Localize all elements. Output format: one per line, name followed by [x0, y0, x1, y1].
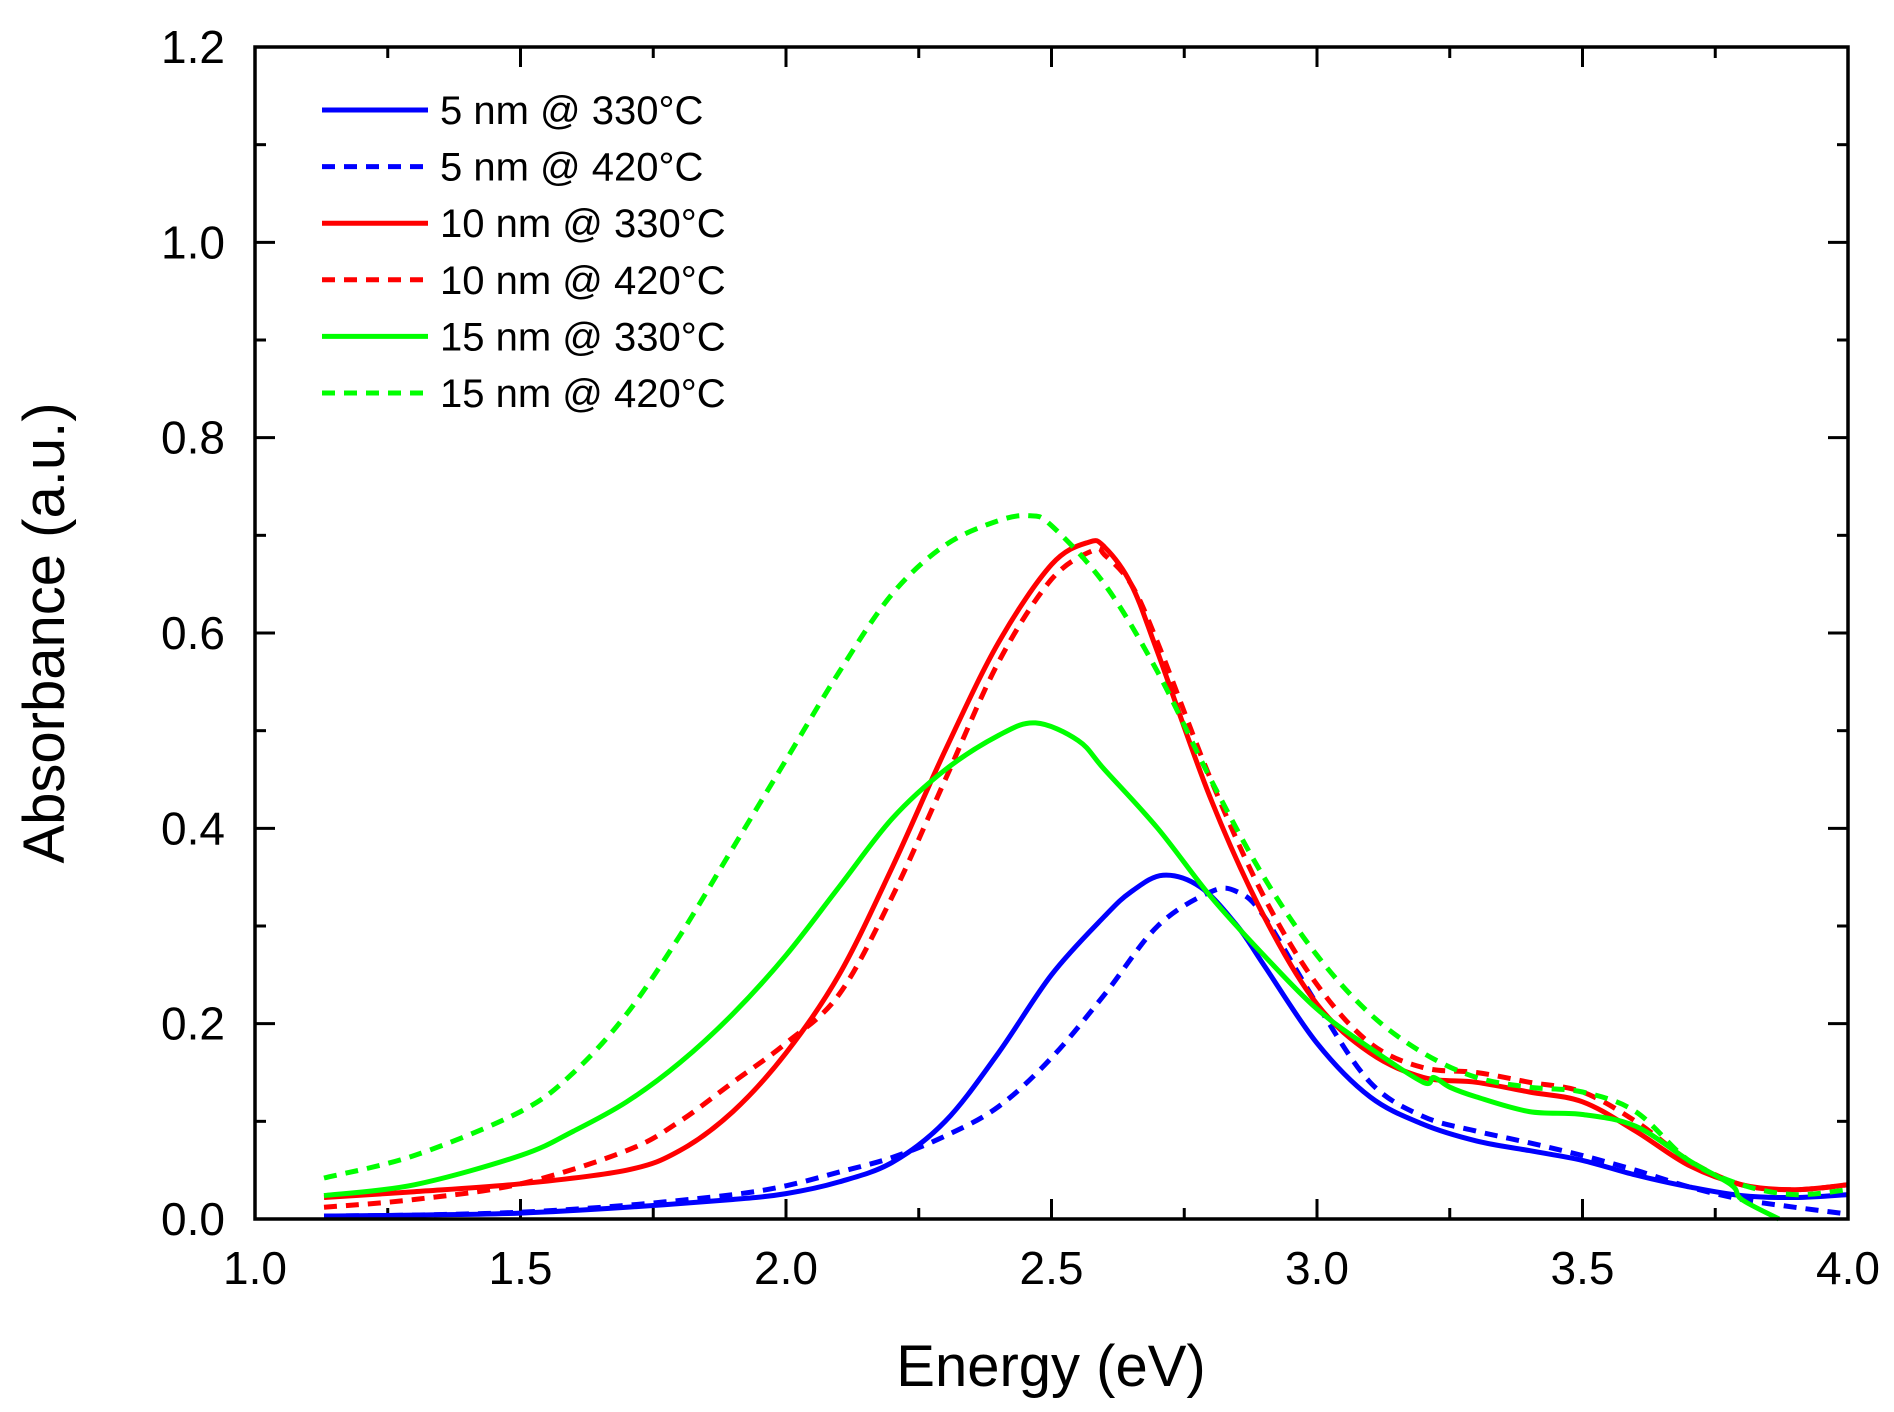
y-tick-label: 0.0: [161, 1193, 225, 1245]
series-line-5: [323, 720, 1781, 1222]
y-tick-label: 1.2: [161, 21, 225, 73]
series-line-1: [323, 872, 1849, 1219]
x-tick-label: 1.5: [489, 1242, 553, 1294]
x-tick-label: 2.0: [754, 1242, 818, 1294]
legend-label-5: 15 nm @ 330°C: [440, 315, 726, 359]
x-tick-label: 3.0: [1285, 1242, 1349, 1294]
x-tick-label: 1.0: [223, 1242, 287, 1294]
y-tick-label: 1.0: [161, 216, 225, 268]
y-tick-label: 0.4: [161, 802, 225, 854]
plot-frame: [253, 45, 1850, 1221]
legend-label-1: 5 nm @ 330°C: [440, 89, 703, 133]
series-line-6: [323, 513, 1849, 1198]
legend-label-6: 15 nm @ 420°C: [440, 372, 726, 416]
legend-label-4: 10 nm @ 420°C: [440, 259, 726, 303]
series-lines: [323, 513, 1849, 1222]
legend-label-2: 5 nm @ 420°C: [440, 146, 703, 190]
legend: 5 nm @ 330°C 5 nm @ 420°C 10 nm @ 330°C 10 …: [322, 89, 726, 416]
series-line-2: [323, 885, 1849, 1219]
x-tick-label: 2.5: [1020, 1242, 1084, 1294]
x-tick-label: 3.5: [1551, 1242, 1615, 1294]
tick-labels: 1.0 1.5 2.0 2.5 3.0 3.5 4.0 0.0 0.2 0.4 0.6 0.8 1.0 1…: [161, 21, 1880, 1294]
series-line-3: [323, 538, 1849, 1200]
y-axis-title: Absorbance (a.u.): [12, 402, 77, 863]
y-tick-label: 0.2: [161, 998, 225, 1050]
legend-label-3: 10 nm @ 330°C: [440, 202, 726, 246]
x-tick-label: 4.0: [1816, 1242, 1880, 1294]
x-axis-title: Energy (eV): [896, 1334, 1205, 1399]
y-tick-label: 0.6: [161, 607, 225, 659]
y-tick-label: 0.8: [161, 412, 225, 464]
